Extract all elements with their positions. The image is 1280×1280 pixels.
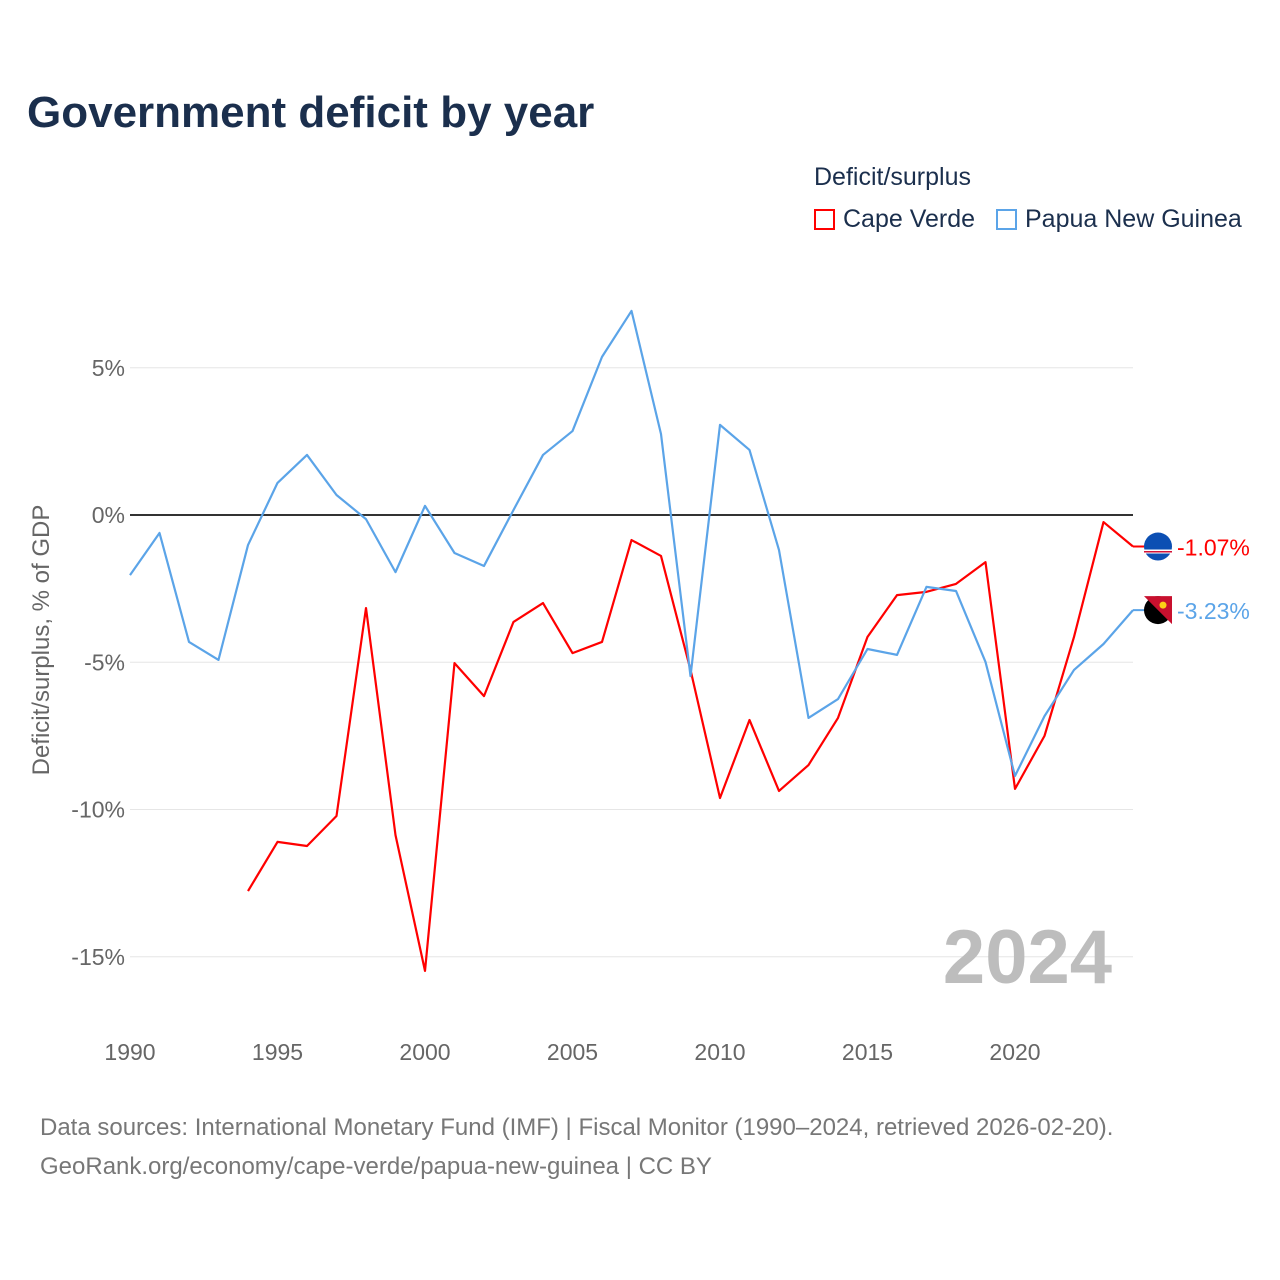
flag-bird [1159, 601, 1167, 609]
y-tick-label: -5% [84, 649, 125, 675]
series-line-cape-verde [247, 520, 1134, 972]
chart-title: Government deficit by year [27, 88, 595, 137]
year-watermark: 2024 [943, 915, 1112, 1000]
x-tick-label: 2015 [842, 1039, 893, 1065]
legend-title: Deficit/surplus [814, 163, 971, 191]
x-tick-label: 1995 [252, 1039, 303, 1065]
x-tick-label: 2020 [989, 1039, 1040, 1065]
source-link[interactable]: GeoRank.org/economy/cape-verde/papua-new… [40, 1153, 712, 1180]
legend-swatch [996, 209, 1017, 230]
source-text: Data sources: International Monetary Fun… [40, 1114, 1114, 1141]
cape-verde-flag-icon [1144, 532, 1172, 561]
x-tick-label: 2000 [399, 1039, 450, 1065]
y-tick-label: 5% [92, 355, 125, 381]
legend-label: Cape Verde [843, 205, 976, 233]
series-line-papua-new-guinea [129, 309, 1134, 778]
x-tick-label: 2005 [547, 1039, 598, 1065]
legend-item-cape-verde[interactable]: Cape Verde [814, 205, 975, 234]
x-tick-label: 2010 [694, 1039, 745, 1065]
y-tick-label: -10% [71, 797, 125, 823]
y-tick-label: 0% [92, 502, 125, 528]
y-tick-label: -15% [71, 944, 125, 970]
end-value-label: -1.07% [1177, 535, 1250, 561]
flag-stripe [1144, 551, 1172, 553]
legend-label: Papua New Guinea [1025, 205, 1242, 233]
legend-item-papua-new-guinea[interactable]: Papua New Guinea [996, 205, 1242, 234]
x-tick-label: 1990 [104, 1039, 155, 1065]
footer: Data sources: International Monetary Fun… [40, 1108, 1113, 1186]
legend-swatch [814, 209, 835, 230]
end-value-label: -3.23% [1177, 598, 1250, 624]
